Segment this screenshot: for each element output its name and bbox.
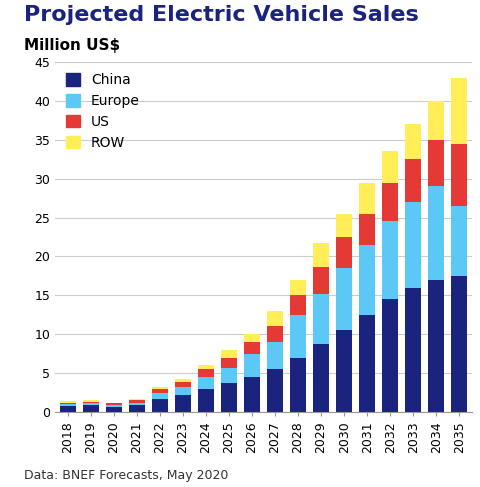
Bar bbox=[244, 334, 260, 342]
Bar bbox=[83, 405, 99, 412]
Bar bbox=[106, 405, 122, 407]
Bar bbox=[359, 245, 375, 315]
Bar bbox=[428, 187, 444, 280]
Bar bbox=[198, 369, 214, 377]
Bar bbox=[152, 399, 168, 412]
Bar bbox=[290, 280, 306, 295]
Bar bbox=[175, 395, 191, 412]
Bar bbox=[175, 379, 191, 382]
Bar bbox=[405, 202, 421, 287]
Bar bbox=[83, 402, 99, 403]
Bar bbox=[359, 315, 375, 412]
Bar bbox=[83, 403, 99, 405]
Bar bbox=[175, 382, 191, 387]
Bar bbox=[152, 387, 168, 390]
Bar bbox=[451, 77, 468, 144]
Bar bbox=[405, 287, 421, 412]
Bar bbox=[221, 368, 237, 383]
Bar bbox=[382, 183, 398, 222]
Bar bbox=[313, 243, 329, 266]
Bar bbox=[428, 280, 444, 412]
Bar bbox=[428, 101, 444, 140]
Bar bbox=[336, 214, 352, 237]
Bar bbox=[221, 350, 237, 357]
Bar bbox=[313, 266, 329, 294]
Bar bbox=[267, 369, 283, 412]
Bar bbox=[60, 406, 76, 412]
Bar bbox=[244, 377, 260, 412]
Bar bbox=[451, 144, 468, 206]
Bar bbox=[382, 299, 398, 412]
Bar bbox=[267, 311, 283, 326]
Legend: China, Europe, US, ROW: China, Europe, US, ROW bbox=[62, 69, 144, 154]
Bar bbox=[405, 159, 421, 202]
Bar bbox=[244, 354, 260, 377]
Text: Projected Electric Vehicle Sales: Projected Electric Vehicle Sales bbox=[24, 5, 419, 25]
Bar bbox=[405, 124, 421, 159]
Bar bbox=[428, 140, 444, 187]
Bar bbox=[451, 276, 468, 412]
Bar bbox=[221, 357, 237, 368]
Bar bbox=[313, 294, 329, 344]
Bar bbox=[290, 315, 306, 357]
Bar bbox=[359, 214, 375, 245]
Bar bbox=[267, 326, 283, 342]
Bar bbox=[244, 342, 260, 354]
Bar bbox=[336, 330, 352, 412]
Bar bbox=[198, 377, 214, 389]
Bar bbox=[175, 387, 191, 395]
Bar bbox=[60, 401, 76, 403]
Bar bbox=[129, 399, 145, 400]
Bar bbox=[290, 357, 306, 412]
Bar bbox=[60, 403, 76, 404]
Bar bbox=[267, 342, 283, 369]
Bar bbox=[106, 403, 122, 405]
Bar bbox=[221, 383, 237, 412]
Bar bbox=[152, 390, 168, 393]
Bar bbox=[129, 405, 145, 412]
Bar bbox=[129, 400, 145, 403]
Bar bbox=[106, 407, 122, 412]
Bar bbox=[382, 151, 398, 183]
Bar bbox=[83, 400, 99, 402]
Bar bbox=[60, 404, 76, 406]
Bar bbox=[129, 403, 145, 405]
Bar bbox=[336, 237, 352, 268]
Bar bbox=[336, 268, 352, 330]
Bar bbox=[198, 365, 214, 369]
Bar bbox=[359, 183, 375, 214]
Bar bbox=[290, 295, 306, 315]
Bar bbox=[152, 393, 168, 399]
Bar bbox=[198, 389, 214, 412]
Bar bbox=[451, 206, 468, 276]
Text: Data: BNEF Forecasts, May 2020: Data: BNEF Forecasts, May 2020 bbox=[24, 469, 228, 482]
Text: Million US$: Million US$ bbox=[24, 38, 120, 53]
Bar bbox=[382, 222, 398, 299]
Bar bbox=[313, 344, 329, 412]
